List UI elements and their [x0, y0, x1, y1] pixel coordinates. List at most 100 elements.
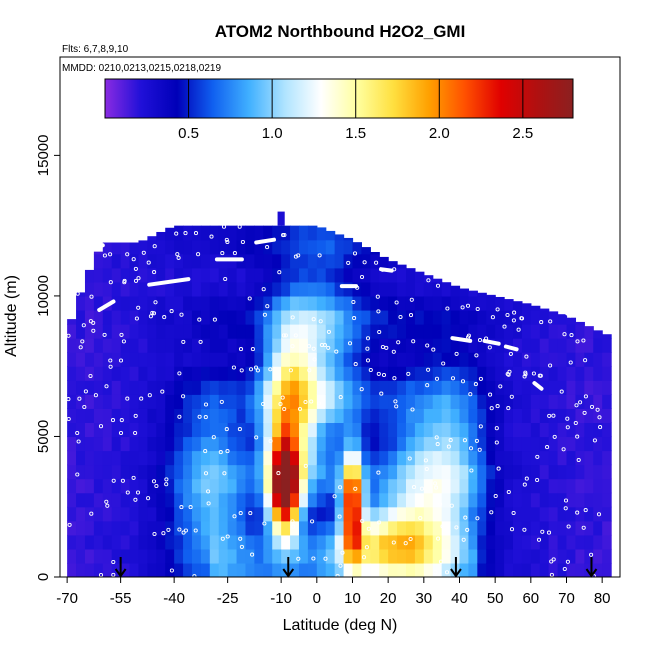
heatmap-cell	[486, 324, 496, 339]
heatmap-cell	[227, 478, 238, 494]
heatmap-cell	[67, 520, 77, 536]
heatmap-cell	[272, 338, 282, 353]
heatmap-cell	[76, 548, 86, 564]
sample-point	[307, 368, 312, 373]
heatmap-cell	[441, 464, 452, 480]
heatmap-cell	[379, 352, 389, 367]
heatmap-cell	[290, 478, 300, 494]
heatmap-cell	[102, 253, 113, 269]
sample-point	[438, 502, 443, 507]
heatmap-cell	[111, 478, 122, 494]
heatmap-cell	[111, 242, 122, 255]
heatmap-cell	[423, 478, 434, 494]
sample-point	[160, 389, 165, 394]
heatmap-cell	[129, 548, 140, 564]
heatmap-cell	[129, 562, 140, 577]
heatmap-cell	[111, 380, 122, 395]
y-tick-label: 0	[35, 573, 52, 581]
heatmap-cell	[450, 324, 461, 339]
heatmap-cell	[307, 534, 318, 550]
heatmap-cell	[495, 506, 505, 522]
heatmap-cell	[325, 562, 336, 577]
heatmap-cell	[441, 506, 452, 522]
heatmap-cell	[432, 506, 443, 522]
heatmap-cell	[334, 506, 345, 522]
heatmap-cell	[76, 506, 86, 522]
x-tick-label: -10	[270, 590, 292, 607]
heatmap-cell	[566, 380, 577, 395]
heatmap-cell	[432, 309, 443, 325]
heatmap-cell	[174, 548, 184, 564]
heatmap-cell	[414, 271, 425, 283]
heatmap-cell	[93, 281, 104, 297]
heatmap-cell	[432, 394, 443, 409]
heatmap-cell	[432, 562, 443, 577]
heatmap-cell	[468, 450, 478, 466]
sample-point	[179, 312, 184, 317]
heatmap-cell	[316, 267, 327, 283]
sample-point	[523, 372, 528, 377]
heatmap-cell	[593, 450, 603, 466]
sample-point	[475, 516, 480, 521]
heatmap-cell	[343, 380, 354, 395]
heatmap-cell	[557, 450, 568, 466]
heatmap-cell	[263, 562, 273, 577]
heatmap-cell	[566, 324, 577, 339]
x-tick-label: 10	[344, 590, 361, 607]
heatmap-cell	[459, 394, 470, 409]
heatmap-cell	[191, 295, 202, 311]
heatmap-cell	[174, 492, 184, 508]
sample-point	[148, 314, 153, 319]
heatmap-cell	[512, 464, 523, 480]
heatmap-cell	[129, 267, 140, 283]
sample-point	[181, 530, 186, 535]
heatmap-cell	[539, 394, 550, 409]
heatmap-cell	[263, 295, 273, 311]
heatmap-cell	[477, 309, 487, 325]
heatmap-cell	[539, 520, 550, 536]
heatmap-cell	[129, 366, 140, 381]
heatmap-cell	[263, 548, 273, 564]
sample-point	[561, 447, 566, 452]
heatmap-cell	[254, 281, 264, 297]
heatmap-cell	[67, 478, 77, 494]
heatmap-cell	[67, 548, 77, 564]
location-markers	[114, 557, 598, 578]
heatmap-cell	[602, 562, 612, 577]
heatmap-cell	[414, 352, 425, 367]
heatmap-cell	[334, 352, 345, 367]
heatmap-cell	[388, 534, 398, 550]
heatmap-cell	[307, 324, 318, 339]
heatmap-cell	[316, 450, 327, 466]
heatmap-cell	[254, 408, 264, 423]
heatmap-cell	[307, 408, 318, 423]
sample-point	[465, 527, 470, 532]
heatmap-cell	[174, 506, 184, 522]
heatmap-cell	[584, 562, 594, 577]
sample-point	[569, 333, 574, 338]
heatmap-cell	[156, 309, 166, 325]
heatmap-cell	[352, 380, 362, 395]
heatmap-cell	[566, 394, 577, 409]
heatmap-cell	[316, 380, 327, 395]
heatmap-cell	[405, 548, 416, 564]
sample-point	[218, 450, 223, 455]
sample-point	[498, 384, 503, 389]
heatmap-cell	[281, 562, 291, 577]
heatmap-cell	[575, 478, 585, 494]
heatmap-cell	[138, 240, 148, 255]
heatmap-cell	[84, 281, 95, 297]
heatmap-cell	[281, 324, 291, 339]
heatmap-cell	[174, 422, 184, 438]
heatmap-cell	[209, 225, 220, 241]
heatmap-cell	[441, 534, 452, 550]
heatmap-cell	[93, 492, 104, 508]
heatmap-cell	[432, 281, 443, 297]
sample-point	[347, 341, 353, 346]
heatmap-cell	[450, 408, 461, 423]
heatmap-cell	[397, 295, 407, 311]
heatmap-cell	[200, 520, 211, 536]
heatmap-cell	[343, 394, 354, 409]
sample-point	[136, 305, 141, 310]
